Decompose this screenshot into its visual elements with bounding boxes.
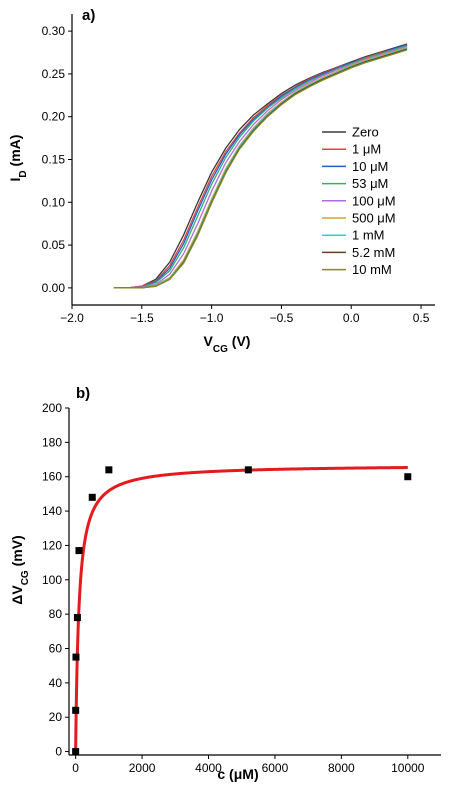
chart-a-ylabel: ID (mA)	[7, 135, 29, 182]
x-tick-label: 4000	[195, 761, 222, 775]
x-tick-label: 6000	[262, 761, 289, 775]
legend-entry: 1 mM	[352, 228, 385, 243]
x-tick-label: −2.0	[60, 311, 84, 325]
y-tick-label: 0	[55, 745, 62, 759]
x-tick-label: −1.0	[200, 311, 224, 325]
y-tick-label: 0.10	[42, 195, 66, 209]
chart-a: a) −2.0 −1.5 −1.0 −0.5 0.0 0.5 0.00 0.05 0.10 0.1…	[7, 7, 435, 355]
x-tick-label: 0.0	[343, 311, 360, 325]
panel-label-a: a)	[82, 7, 95, 24]
legend-entry: 10 μM	[352, 159, 388, 174]
series-line	[113, 45, 408, 289]
chart-a-legend: Zero 1 μM 10 μM 53 μM 100 μM 500 μM 1 mM 5.2 mM…	[322, 125, 396, 277]
data-point	[72, 706, 80, 714]
y-tick-label: 60	[49, 641, 63, 655]
y-tick-label: 0.15	[42, 153, 66, 167]
legend-entry: 100 μM	[352, 193, 396, 208]
chart-b-axes: 0 2000 4000 6000 8000 10000 0 20 40 60 80 100 120 140…	[42, 401, 441, 775]
data-point	[73, 614, 81, 622]
y-tick-label: 120	[42, 538, 62, 552]
y-tick-label: 80	[49, 607, 63, 621]
fit-curve	[74, 466, 408, 752]
series-line	[113, 49, 408, 289]
chart-b-fit	[74, 466, 408, 752]
y-tick-label: 40	[49, 676, 63, 690]
legend-entry: 500 μM	[352, 211, 396, 226]
chart-a-axes: −2.0 −1.5 −1.0 −0.5 0.0 0.5 0.00 0.05 0.10 0.15 0.…	[42, 14, 435, 325]
chart-b-ylabel: ΔVCG (mV)	[9, 535, 31, 604]
x-tick-label: 8000	[328, 761, 355, 775]
y-tick-label: 160	[42, 470, 62, 484]
chart-b-points	[72, 466, 412, 756]
y-tick-label: 0.20	[42, 110, 66, 124]
legend-entry: Zero	[352, 125, 379, 140]
y-tick-label: 100	[42, 573, 62, 587]
data-point	[75, 547, 83, 555]
panel-label-b: b)	[76, 385, 90, 402]
series-line	[113, 45, 408, 289]
y-tick-label: 200	[42, 401, 62, 415]
series-line	[113, 47, 408, 289]
x-tick-label: 10000	[391, 761, 425, 775]
chart-a-xlabel: VCG (V)	[204, 333, 251, 355]
chart-b: b) 0 2000 4000 6000 8000 10000 0 20 40 60 80 100 120…	[9, 385, 441, 782]
chart-b-xlabel: c (μM)	[217, 766, 258, 782]
data-point	[88, 493, 96, 501]
x-tick-label: −1.5	[130, 311, 154, 325]
y-tick-label: 140	[42, 504, 62, 518]
data-point	[244, 466, 252, 474]
x-tick-label: 0.5	[413, 311, 430, 325]
legend-entry: 5.2 mM	[352, 245, 395, 260]
y-tick-label: 0.25	[42, 67, 66, 81]
chart-a-series	[113, 43, 408, 289]
x-tick-label: 0	[72, 761, 79, 775]
x-tick-label: 2000	[129, 761, 156, 775]
y-tick-label: 180	[42, 435, 62, 449]
series-line	[113, 43, 408, 289]
legend-entry: 53 μM	[352, 176, 388, 191]
legend-entry: 1 μM	[352, 142, 381, 157]
data-point	[404, 473, 412, 481]
data-point	[72, 653, 80, 661]
y-tick-label: 0.30	[42, 24, 66, 38]
y-tick-label: 0.00	[42, 281, 66, 295]
legend-entry: 10 mM	[352, 262, 392, 277]
data-point	[105, 466, 113, 474]
y-tick-label: 0.05	[42, 238, 66, 252]
x-tick-label: −0.5	[270, 311, 294, 325]
y-tick-label: 20	[49, 710, 63, 724]
data-point	[72, 748, 80, 756]
